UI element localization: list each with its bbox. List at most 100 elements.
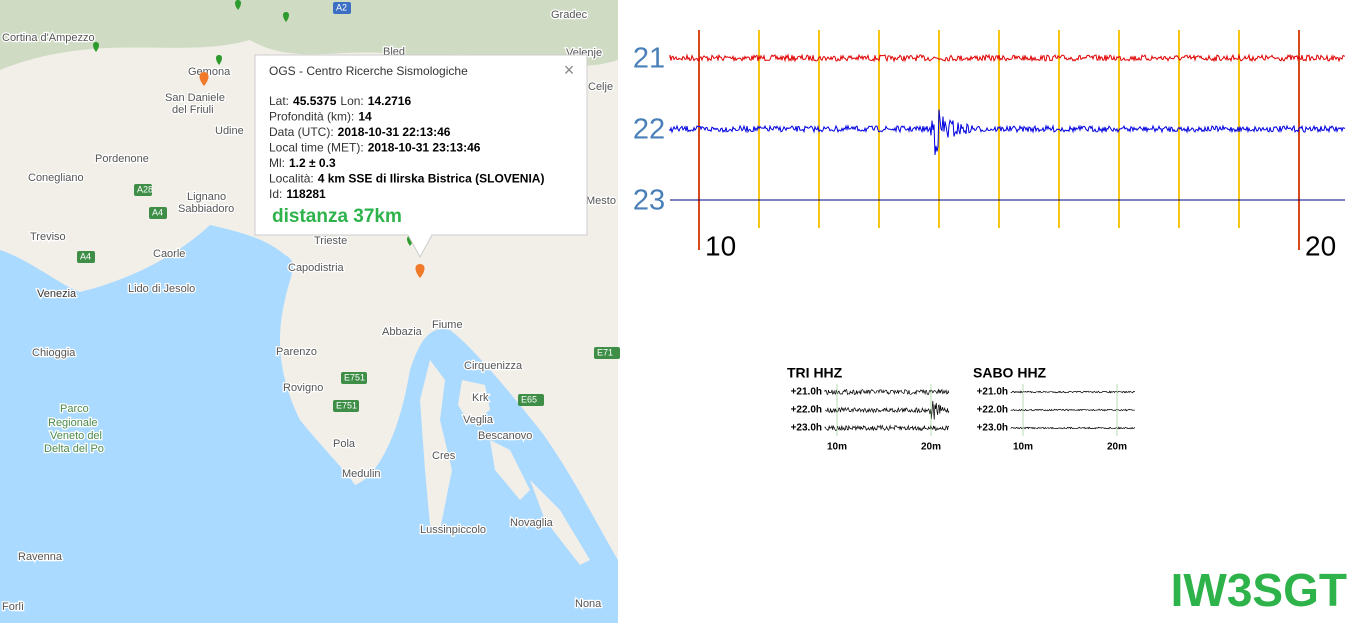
- place-label: Medulin: [342, 468, 381, 480]
- road-shield: [77, 251, 95, 263]
- hour-label: 21: [633, 43, 665, 75]
- field-value: 45.5375: [293, 94, 337, 108]
- field-label: Lat:: [269, 94, 289, 108]
- place-label: Caorle: [153, 248, 185, 260]
- road-shield: [149, 207, 167, 219]
- field-label: Local time (MET):: [269, 141, 364, 155]
- thumb-trace: [824, 388, 950, 396]
- field-label: Lon:: [340, 94, 363, 108]
- road-shield: [333, 2, 351, 14]
- place-label: Fiume: [432, 319, 463, 331]
- place-label: Abbazia: [382, 326, 423, 338]
- road-shield: [134, 184, 152, 196]
- minute-label: 10: [705, 230, 736, 261]
- place-label: Pola: [333, 438, 356, 450]
- field-value: 14: [358, 110, 372, 124]
- place-label: Lignano: [187, 191, 226, 203]
- map-island: [458, 380, 490, 425]
- place-label: del Friuli: [172, 104, 214, 116]
- place-label: Parco: [60, 403, 89, 415]
- thumb-row-label: +22.0h: [977, 405, 1008, 416]
- place-label: San Daniele: [165, 92, 225, 104]
- place-label: Cres: [432, 450, 456, 462]
- place-label: Cortina d'Ampezzo: [2, 32, 95, 44]
- place-label: Delta del Po: [44, 443, 104, 455]
- road-label: E71: [597, 347, 613, 357]
- field-label: Id:: [269, 187, 282, 201]
- field-label: Località:: [269, 172, 314, 186]
- road-label: E65: [521, 394, 537, 404]
- marker[interactable]: [199, 72, 209, 86]
- distance: distanza 37km: [272, 206, 402, 227]
- road-shield: [518, 394, 544, 406]
- place-label: Bescanovo: [478, 430, 532, 442]
- place-label: Novaglia: [510, 517, 554, 529]
- place-label: Pordenone: [95, 153, 149, 165]
- popup-line: Data (UTC): 2018-10-31 22:13:46: [269, 125, 451, 139]
- thumb-title: TRI HHZ: [787, 365, 843, 381]
- road-label: A28: [137, 184, 153, 194]
- popup-line: Lat: 45.5375 Lon: 14.2716: [269, 94, 411, 108]
- road-label: A4: [152, 207, 163, 217]
- place-label: Mesto: [586, 195, 616, 207]
- place-label: Ravenna: [18, 551, 63, 563]
- place-label: Forlì: [2, 601, 24, 613]
- thumb-row-label: +22.0h: [791, 405, 822, 416]
- thumb-trace: [1010, 408, 1135, 412]
- field-label: Ml:: [269, 156, 285, 170]
- minute-label: 20: [1305, 230, 1336, 261]
- place-label: Veglia: [463, 414, 494, 426]
- field-value: 4 km SSE di Ilirska Bistrica (SLOVENIA): [318, 172, 545, 186]
- popup-line: Id: 118281: [269, 187, 326, 201]
- hour-label: 23: [633, 185, 665, 217]
- popup: [254, 54, 588, 259]
- place-label: Capodistria: [288, 262, 345, 274]
- popup-title: OGS - Centro Ricerche Sismologiche: [269, 64, 468, 78]
- thumb-x-label: 20m: [1107, 442, 1127, 453]
- field-value: 14.2716: [368, 94, 412, 108]
- thumb-trace: [1010, 390, 1136, 394]
- road-shield: [333, 400, 359, 412]
- field-value: 2018-10-31 23:13:46: [368, 141, 481, 155]
- thumb-title: SABO HHZ: [973, 365, 1047, 381]
- thumb-row-label: +23.0h: [791, 423, 822, 434]
- place-label: Nona: [575, 598, 602, 610]
- map-island: [490, 440, 530, 500]
- field-value: 1.2 ± 0.3: [289, 156, 336, 170]
- road-label: A4: [80, 251, 91, 261]
- place-label: Conegliano: [28, 172, 84, 184]
- place-label: Regionale: [48, 417, 98, 429]
- thumb-trace: [824, 400, 950, 420]
- thumb-trace: [1010, 426, 1136, 430]
- thumb-row-label: +21.0h: [977, 387, 1008, 398]
- callsign: IW3SGT: [1171, 564, 1347, 616]
- place-label: Chioggia: [32, 347, 76, 359]
- place-label: Parenzo: [276, 346, 317, 358]
- popup-line: Profondità (km): 14: [269, 110, 372, 124]
- marker[interactable]: [415, 264, 425, 278]
- field-label: Data (UTC):: [269, 125, 334, 139]
- trace: [669, 109, 1346, 155]
- map-island: [420, 360, 452, 530]
- place-label: Rovigno: [283, 382, 323, 394]
- place-label: Treviso: [30, 231, 66, 243]
- field-value: 2018-10-31 22:13:46: [338, 125, 451, 139]
- trace: [669, 53, 1346, 63]
- map-mountains: [0, 0, 618, 70]
- popup-line: Local time (MET): 2018-10-31 23:13:46: [269, 141, 481, 155]
- place-label: Veneto del: [50, 430, 102, 442]
- thumb-x-label: 10m: [1013, 442, 1033, 453]
- place-label: Cirquenizza: [464, 360, 523, 372]
- road-shield: [341, 372, 367, 384]
- place-label: Trieste: [314, 235, 347, 247]
- place-label: Krk: [472, 392, 489, 404]
- hour-label: 22: [633, 114, 665, 146]
- place-label: Gradec: [551, 9, 588, 21]
- place-label: Udine: [215, 125, 244, 137]
- popup-close[interactable]: ×: [564, 60, 575, 80]
- place-label: Lido di Jesolo: [128, 283, 195, 295]
- popup-line: Località: 4 km SSE di Ilirska Bistrica (S…: [269, 172, 544, 186]
- place-label: Lussinpiccolo: [420, 524, 486, 536]
- map-island: [530, 480, 590, 565]
